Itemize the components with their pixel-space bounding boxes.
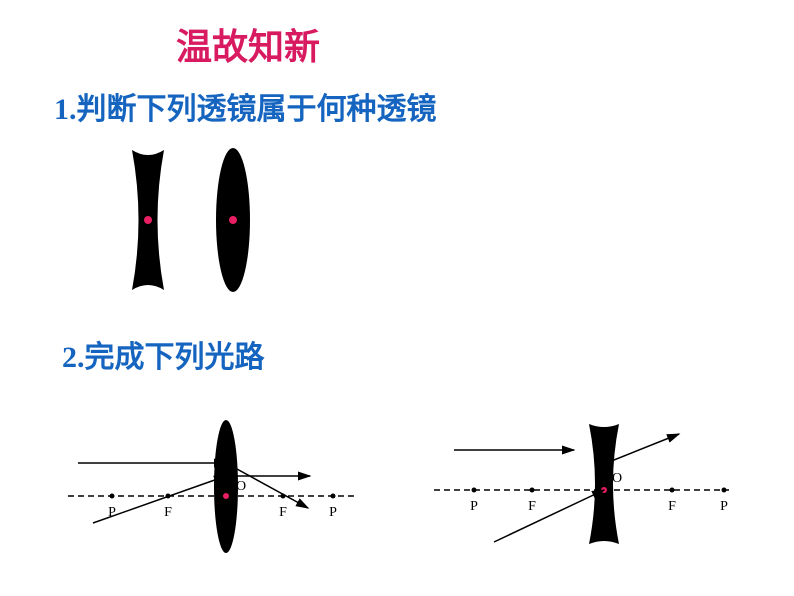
ray-diagram-convex: P F O F P	[58, 408, 368, 558]
label-P-right: P	[720, 499, 728, 514]
ray-diagram-concave: P F O F P	[424, 412, 734, 552]
concave-lens-icon	[132, 150, 164, 290]
page-title: 温故知新	[176, 18, 320, 70]
label-P-left: P	[470, 499, 478, 514]
label-O: O	[236, 479, 246, 494]
label-F-right: F	[279, 505, 287, 520]
convex-lens-shape	[214, 420, 238, 553]
label-F-right: F	[668, 499, 676, 514]
lens-pair-figure	[118, 140, 298, 300]
label-P-right: P	[329, 505, 337, 520]
label-F-left: F	[164, 505, 172, 520]
convex-lens-icon	[216, 148, 250, 292]
question-2: 2.完成下列光路	[62, 332, 265, 376]
ray-2-in	[93, 476, 226, 523]
ray-2-in	[494, 490, 604, 542]
question-1: 1.判断下列透镜属于何种透镜	[54, 84, 437, 128]
label-O: O	[612, 471, 622, 486]
label-F-left: F	[528, 499, 536, 514]
